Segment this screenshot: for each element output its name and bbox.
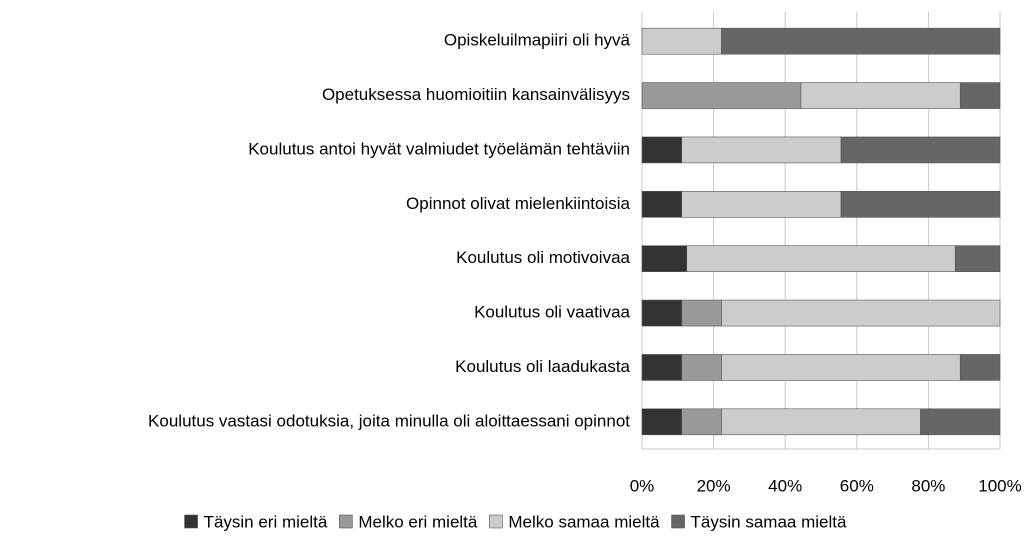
bar-segment — [681, 354, 722, 381]
legend-swatch — [339, 514, 353, 529]
bar-segment — [920, 408, 1001, 436]
bar-segment — [641, 354, 683, 381]
y-tick-label: Koulutus oli vaativaa — [474, 303, 630, 322]
bar-segment — [721, 27, 1001, 55]
y-tick-label: Opiskeluilmapiiri oli hyvä — [444, 31, 631, 50]
y-tick-label: Koulutus oli laadukasta — [455, 357, 630, 376]
bar-segment — [721, 354, 961, 381]
legend-swatch — [671, 514, 685, 529]
bar-segment — [959, 354, 1001, 381]
bar-segment — [681, 299, 722, 327]
x-tick-label: 60% — [840, 476, 874, 495]
bar-segment — [641, 299, 683, 327]
bar-segment — [641, 191, 683, 218]
y-tick-label: Koulutus oli motivoivaa — [456, 248, 630, 267]
bar-segment — [641, 27, 722, 55]
x-tick-label: 20% — [697, 476, 731, 495]
legend-swatch — [489, 514, 503, 529]
legend-label: Melko samaa mieltä — [508, 512, 660, 531]
legend-swatch — [184, 514, 198, 529]
y-tick-label: Koulutus vastasi odotuksia, joita minull… — [148, 411, 630, 430]
bar-segment — [800, 82, 961, 109]
bar-segment — [641, 245, 688, 272]
bar-segment — [840, 136, 1001, 164]
x-tick-label: 40% — [768, 476, 802, 495]
bar-segment — [721, 408, 921, 436]
bar-segment — [954, 245, 1001, 272]
bar-segment — [959, 82, 1001, 109]
bar-segment — [641, 136, 683, 164]
bar-segment — [641, 408, 683, 436]
legend-label: Täysin samaa mieltä — [691, 512, 847, 531]
legend-label: Melko eri mieltä — [358, 512, 478, 531]
bar-segment — [681, 408, 722, 436]
bar-segment — [681, 136, 842, 164]
bar-segment — [840, 191, 1001, 218]
bar-segment — [641, 82, 802, 109]
x-tick-label: 0% — [630, 476, 655, 495]
bar-segment — [686, 245, 956, 272]
y-tick-label: Opetuksessa huomioitiin kansainvälisyys — [322, 85, 630, 104]
bar-segment — [721, 299, 1001, 327]
x-tick-label: 80% — [911, 476, 945, 495]
legend-label: Täysin eri mieltä — [204, 512, 328, 531]
y-tick-label: Koulutus antoi hyvät valmiudet työelämän… — [248, 139, 630, 158]
x-tick-label: 100% — [978, 476, 1021, 495]
bar-segment — [681, 191, 842, 218]
y-tick-label: Opinnot olivat mielenkiintoisia — [406, 194, 630, 213]
